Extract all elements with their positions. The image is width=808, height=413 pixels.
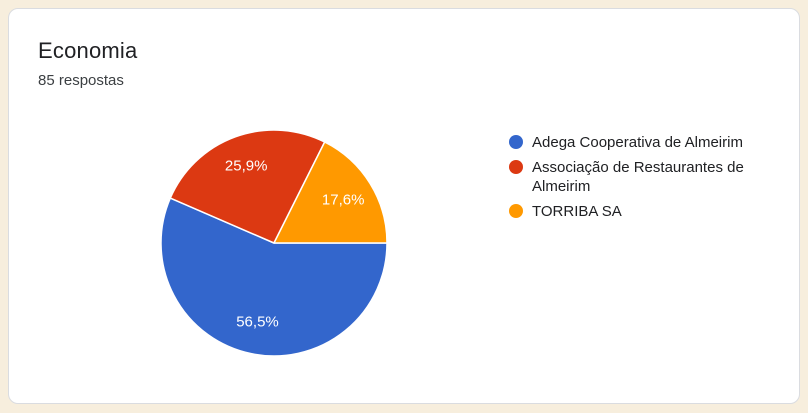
- pie-slice-label-2: 17,6%: [322, 191, 365, 208]
- pie-chart: 56,5% 25,9% 17,6%: [160, 129, 388, 357]
- legend-label: Associação de Restaurantes de Almeirim: [532, 159, 744, 195]
- pie-slice-2[interactable]: [273, 141, 388, 244]
- legend-swatch-icon: [509, 160, 523, 174]
- legend-label: TORRIBA SA: [532, 203, 622, 220]
- pie-slice-0[interactable]: [160, 197, 388, 357]
- legend-label: Adega Cooperativa de Almeirim: [532, 134, 743, 151]
- pie-slice-label-1: 25,9%: [225, 157, 268, 174]
- pie-slice-label-0: 56,5%: [236, 314, 279, 331]
- legend-item: Adega Cooperativa de Almeirim: [509, 133, 771, 152]
- chart-legend: Adega Cooperativa de Almeirim Associação…: [509, 133, 771, 221]
- question-summary-card: Economia 85 respostas 56,5% 25,9% 17,6% Ad…: [8, 8, 800, 404]
- pie-slice-1[interactable]: [169, 129, 326, 244]
- legend-item: Associação de Restaurantes de Almeirim: [509, 158, 771, 196]
- legend-swatch-icon: [509, 135, 523, 149]
- legend-item: TORRIBA SA: [509, 202, 771, 221]
- response-count: 85 respostas: [38, 72, 124, 89]
- question-title: Economia: [38, 38, 138, 63]
- legend-swatch-icon: [509, 204, 523, 218]
